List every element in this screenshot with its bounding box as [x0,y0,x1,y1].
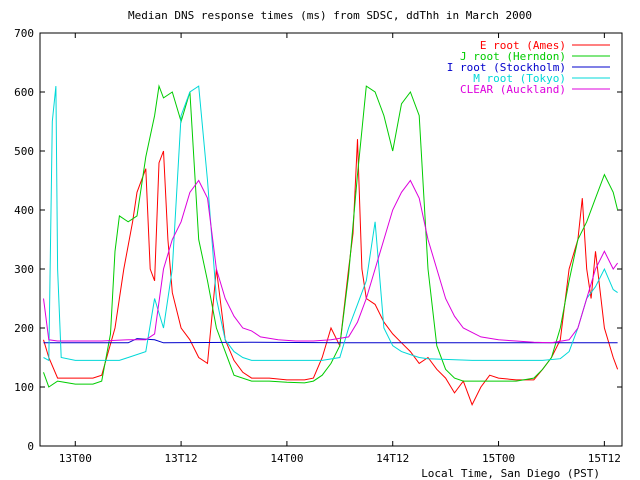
y-tick-label: 600 [14,86,34,99]
series-line-1 [43,84,619,388]
legend-label: I root (Stockholm) [447,61,566,74]
legend-label: E root (Ames) [480,39,566,52]
x-axis: 13T00 13T12 14T00 14T12 15T00 15T12 [59,33,621,465]
y-tick-label: 500 [14,145,34,158]
y-tick-label: 0 [27,440,34,453]
y-tick-label: 700 [14,27,34,40]
x-tick-label: 14T12 [376,452,409,465]
chart-title: Median DNS response times (ms) from SDSC… [128,9,532,22]
legend-label: CLEAR (Auckland) [460,83,566,96]
plot-frame [39,32,623,447]
series-line-0 [43,139,619,406]
series-line-2 [43,338,618,344]
x-tick-label: 13T12 [165,452,198,465]
y-tick-label: 400 [14,204,34,217]
x-axis-label: Local Time, San Diego (PST) [421,467,600,480]
legend-label: M root (Tokyo) [473,72,566,85]
x-tick-label: 15T00 [482,452,515,465]
y-tick-label: 100 [14,381,34,394]
series-lines [43,84,619,406]
y-axis: 0 100 200 300 400 500 600 700 [14,27,622,453]
x-tick-label: 13T00 [59,452,92,465]
y-tick-label: 200 [14,322,34,335]
series-line-4 [43,179,619,344]
y-tick-label: 300 [14,263,34,276]
x-tick-label: 15T12 [588,452,621,465]
series-line-3 [43,85,618,362]
x-tick-label: 14T00 [270,452,303,465]
legend: E root (Ames)J root (Herndon)I root (Sto… [447,39,610,96]
legend-label: J root (Herndon) [460,50,566,63]
